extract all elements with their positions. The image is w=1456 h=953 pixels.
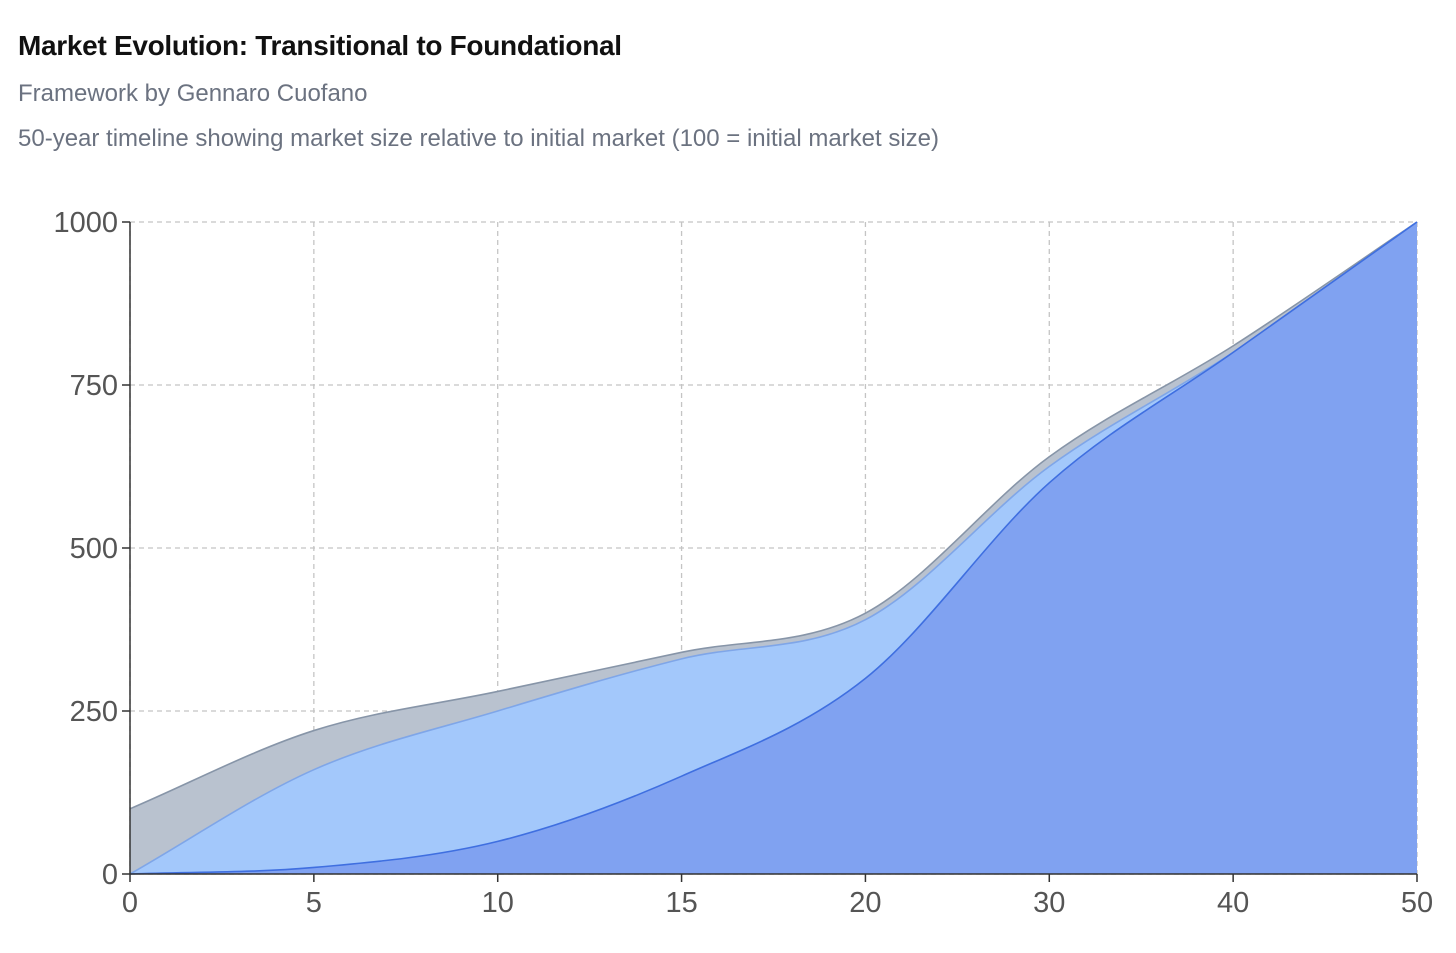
series-line-3 [129,221,1418,875]
y-tick-label: 250 [70,696,118,728]
y-tick-label: 500 [70,533,118,565]
x-tick-label: 50 [1401,887,1433,919]
chart-subtitle: Framework by Gennaro Cuofano [18,80,368,107]
x-tick-label: 30 [1033,887,1065,919]
x-tick-label: 40 [1217,887,1249,919]
series-area-3 [130,222,1417,874]
chart-title: Market Evolution: Transitional to Founda… [18,30,622,61]
chart-description: 50-year timeline showing market size rel… [18,125,940,152]
y-tick-label: 0 [102,859,118,891]
x-tick-label: 20 [849,887,881,919]
series-line-1 [129,221,1418,810]
x-tick-label: 15 [665,887,697,919]
x-tick-label: 10 [482,887,514,919]
y-tick-label: 1000 [53,207,118,239]
x-tick-label: 5 [306,887,322,919]
y-tick-label: 750 [70,370,118,402]
x-tick-label: 0 [122,887,138,919]
axes [122,221,1418,882]
tick-labels: 0 250 500 750 1000 0 5 10 15 20 30 40 50 [53,207,1433,919]
series-areas [129,221,1418,875]
